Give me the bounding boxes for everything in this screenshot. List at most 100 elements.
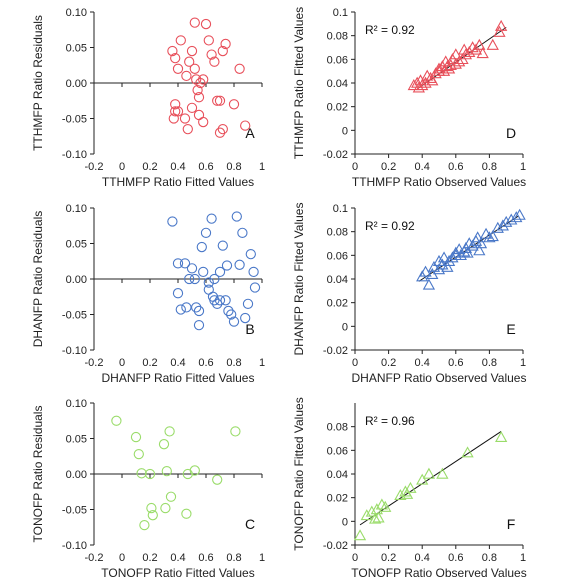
data-point	[179, 258, 191, 269]
y-tick-label: 0.00	[66, 274, 87, 286]
x-tick-label: 0.6	[448, 357, 463, 369]
chart-panel-d: -0.02 0 0.02 0.04 0.06 0.08 0.1 0 0.2 0.4 0.6 0.8 1 T…	[292, 7, 526, 189]
data-point	[161, 466, 172, 477]
data-point	[353, 529, 367, 541]
data-point	[206, 49, 217, 60]
r-squared-annotation: R² = 0.96	[365, 414, 415, 428]
x-tick-label: 0.6	[198, 357, 213, 369]
data-point	[175, 304, 186, 315]
data-point	[394, 488, 407, 501]
r-squared-annotation: R² = 0.92	[365, 23, 415, 37]
data-point	[473, 244, 486, 256]
data-point	[144, 468, 156, 480]
data-point	[160, 502, 171, 514]
y-tick-label: 0.05	[66, 43, 87, 55]
x-tick-label: 1	[520, 552, 526, 564]
data-point	[513, 208, 526, 220]
data-point	[240, 120, 251, 131]
data-point	[181, 508, 192, 519]
data-point	[209, 273, 220, 285]
y-tick-label: 0.10	[66, 203, 87, 215]
data-point	[476, 47, 489, 59]
y-tick-label: 0.04	[327, 274, 348, 286]
data-point	[228, 99, 240, 110]
data-point	[214, 127, 226, 138]
y-tick-label: 0	[342, 321, 348, 333]
data-point	[360, 509, 373, 521]
y-tick-label: 0.1	[333, 203, 348, 215]
x-tick-label: 0.2	[381, 161, 396, 173]
x-tick-label: 1	[259, 161, 265, 173]
data-point	[209, 295, 220, 306]
data-point	[231, 211, 242, 222]
data-point	[212, 474, 223, 485]
data-point	[136, 468, 147, 479]
data-point	[500, 215, 513, 227]
data-point	[486, 230, 499, 242]
data-point	[369, 512, 382, 524]
x-tick-label: -0.2	[85, 161, 104, 173]
x-tick-label: 1	[520, 161, 526, 173]
y-tick-label: 0.02	[327, 298, 348, 310]
x-axis-label: DHANFP Ratio Observed Values	[352, 371, 527, 385]
data-point	[164, 426, 175, 437]
data-point	[182, 123, 193, 135]
data-point	[217, 240, 228, 251]
data-point	[493, 25, 506, 37]
data-point	[158, 439, 170, 450]
x-axis-label: TONOFP Ratio Fitted Values	[101, 566, 254, 580]
x-tick-label: 0.2	[142, 357, 157, 369]
y-tick-label: 0.1	[333, 7, 348, 19]
data-point	[196, 241, 207, 253]
data-point	[203, 277, 214, 288]
y-tick-label: -0.02	[323, 345, 348, 357]
chart-panel-a: -0.10 -0.05 0.00 0.05 0.10 -0.2 0 0.2 0.4 0.6 0.8 1…	[31, 7, 265, 189]
data-point	[234, 259, 245, 270]
x-tick-label: 1	[520, 357, 526, 369]
y-tick-label: -0.02	[323, 540, 348, 552]
panel-letter: F	[507, 516, 516, 532]
data-point	[491, 221, 504, 233]
data-point	[170, 53, 181, 64]
data-point	[179, 113, 191, 124]
x-tick-label: 0.8	[482, 552, 497, 564]
panel-letter: B	[245, 321, 254, 337]
data-point	[198, 74, 209, 85]
x-tick-label: 0.8	[226, 357, 241, 369]
data-point	[220, 295, 231, 306]
data-point	[189, 63, 200, 74]
y-axis-label: TONOFP Ratio Residuals	[31, 406, 45, 543]
data-point	[214, 266, 226, 278]
x-axis-label: TTHMFP Ratio Fitted Values	[102, 175, 254, 189]
y-tick-label: 0.02	[327, 102, 348, 114]
data-point	[496, 219, 509, 231]
data-point	[139, 519, 150, 531]
data-point	[426, 74, 439, 86]
data-point	[200, 227, 212, 238]
x-tick-label: 0.6	[198, 552, 213, 564]
data-point	[453, 55, 466, 67]
data-point	[471, 231, 484, 243]
data-point	[186, 263, 198, 274]
y-tick-label: 0.05	[66, 239, 87, 251]
data-point	[172, 106, 184, 117]
r-squared-annotation: R² = 0.92	[365, 219, 415, 233]
x-tick-label: 0	[352, 357, 358, 369]
x-tick-label: 0.8	[226, 552, 241, 564]
data-point	[441, 260, 454, 272]
data-point	[379, 500, 392, 512]
y-tick-label: 0.04	[327, 78, 348, 90]
data-point	[146, 502, 157, 514]
data-point	[200, 18, 212, 30]
x-tick-label: 1	[259, 552, 265, 564]
data-point	[172, 288, 184, 299]
data-point	[230, 426, 241, 437]
x-tick-label: 0.8	[226, 161, 241, 173]
x-tick-label: 0.6	[448, 161, 463, 173]
panel-letter: C	[245, 516, 255, 532]
data-point	[214, 95, 226, 106]
data-point	[242, 298, 254, 309]
data-point	[372, 511, 385, 523]
data-point	[226, 309, 237, 320]
data-point	[461, 246, 474, 258]
